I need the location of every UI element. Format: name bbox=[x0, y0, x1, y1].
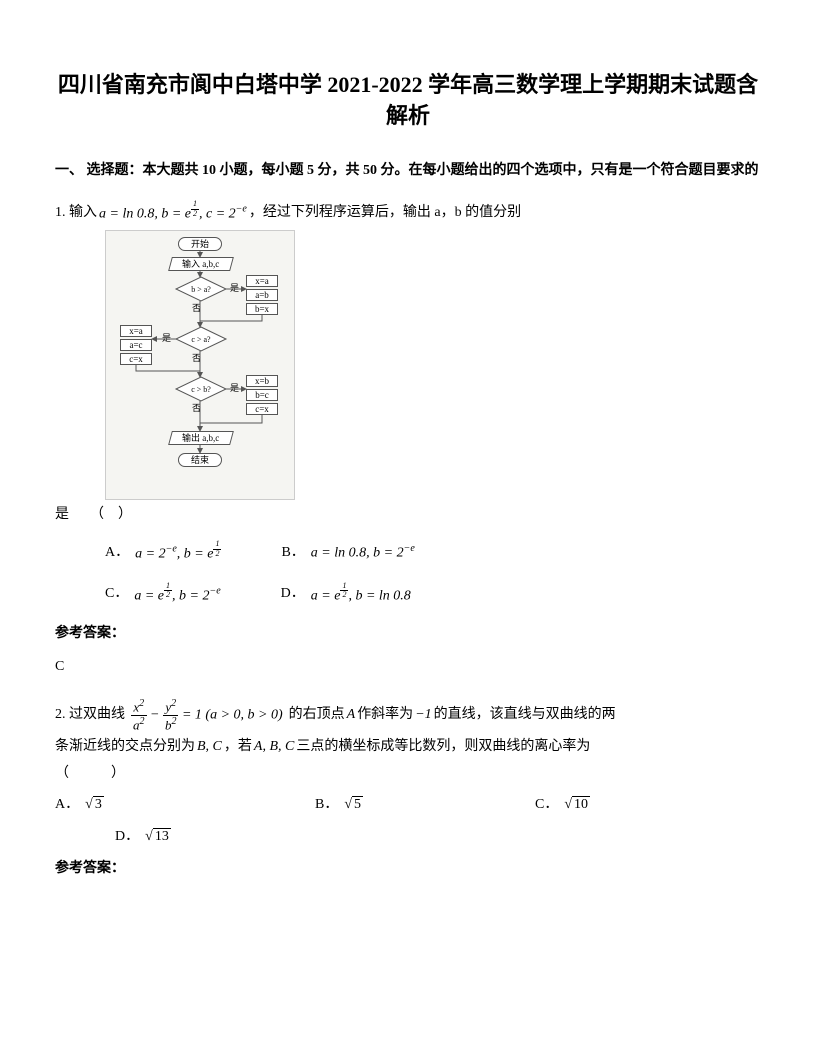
q1-opt-c-formula: a = e12, b = 2−e bbox=[134, 582, 220, 608]
q1-opt-d-formula: a = e12, b = ln 0.8 bbox=[311, 582, 411, 608]
fc-cond1: b > a? bbox=[176, 277, 226, 301]
q2-line2: 条渐近线的交点分别为 B, C ，若 A, B, C 三点的横坐标成等比数列，则… bbox=[55, 732, 761, 763]
q1-opt-a-formula: a = 2−e, b = e12 bbox=[135, 540, 221, 566]
fc-s1a: x=a bbox=[246, 275, 278, 287]
fc-yes1: 是 bbox=[230, 281, 239, 295]
q2-mid1: 的右顶点 bbox=[289, 700, 345, 731]
fc-input: 输入 a,b,c bbox=[168, 257, 234, 271]
q2-slope: −1 bbox=[415, 700, 431, 731]
q2-options: A． 3 B． 5 C． 10 D． 13 bbox=[55, 794, 761, 849]
fc-cond2: c > a? bbox=[176, 327, 226, 351]
fc-s2a: x=a bbox=[120, 325, 152, 337]
q2-opt-a-val: 3 bbox=[85, 794, 104, 816]
label-b: B． bbox=[281, 542, 304, 564]
q2-mid3: 的直线，该直线与双曲线的两 bbox=[434, 700, 616, 731]
fc-s3a: x=b bbox=[246, 375, 278, 387]
fc-yes2: 是 bbox=[162, 331, 171, 345]
q1-stem-line1: 1. 输入 a = ln 0.8, b = e12, c = 2−e ，经过下列… bbox=[55, 200, 761, 226]
q2-prefix: 2. 过双曲线 bbox=[55, 700, 125, 731]
page-title: 四川省南充市阆中白塔中学 2021-2022 学年高三数学理上学期期末试题含解析 bbox=[55, 70, 761, 132]
q2-line1: 2. 过双曲线 x2a2 − y2b2 = 1 (a > 0, b > 0) 的… bbox=[55, 698, 761, 732]
fc-yes3: 是 bbox=[230, 381, 239, 395]
q2-option-d: D． 13 bbox=[115, 826, 761, 848]
q2-BC: B, C bbox=[197, 732, 222, 763]
label-d: D． bbox=[281, 583, 305, 605]
q2-ABC: A, B, C bbox=[254, 732, 294, 763]
q2-paren: （ ） bbox=[55, 763, 761, 785]
svg-text:b > a?: b > a? bbox=[191, 285, 211, 294]
fc-no1: 否 bbox=[192, 301, 201, 315]
q1-option-c: C． a = e12, b = 2−e bbox=[105, 582, 221, 608]
label-a: A． bbox=[105, 542, 129, 564]
q2-option-a: A． 3 bbox=[55, 794, 315, 816]
q1-answer-label: 参考答案： bbox=[55, 623, 761, 645]
label-b2: B． bbox=[315, 794, 338, 816]
fc-cond3: c > b? bbox=[176, 377, 226, 401]
q2-opt-b-val: 5 bbox=[344, 794, 363, 816]
q1-mid: ，经过下列程序运算后，输出 a，b 的值分别 bbox=[249, 202, 521, 224]
q2-l2a: 条渐近线的交点分别为 bbox=[55, 732, 195, 763]
q1-option-a: A． a = 2−e, b = e12 bbox=[105, 540, 221, 566]
q2-equation: x2a2 − y2b2 = 1 (a > 0, b > 0) bbox=[131, 698, 283, 732]
fc-output: 输出 a,b,c bbox=[168, 431, 234, 445]
fc-s1c: b=x bbox=[246, 303, 278, 315]
q2-opt-c-val: 10 bbox=[564, 794, 590, 816]
label-d2: D． bbox=[115, 826, 139, 848]
q1-given-formula: a = ln 0.8, b = e12, c = 2−e bbox=[99, 200, 247, 226]
section-header: 一、 选择题：本大题共 10 小题，每小题 5 分，共 50 分。在每小题给出的… bbox=[55, 160, 761, 182]
fc-s2c: c=x bbox=[120, 353, 152, 365]
fc-s1b: a=b bbox=[246, 289, 278, 301]
question-2: 2. 过双曲线 x2a2 − y2b2 = 1 (a > 0, b > 0) 的… bbox=[55, 698, 761, 881]
q2-l2b: ，若 bbox=[224, 732, 252, 763]
fc-s2b: a=c bbox=[120, 339, 152, 351]
fc-s3c: c=x bbox=[246, 403, 278, 415]
fc-start: 开始 bbox=[178, 237, 222, 251]
q2-l2c: 三点的横坐标成等比数列，则双曲线的离心率为 bbox=[296, 732, 590, 763]
fc-end: 结束 bbox=[178, 453, 222, 467]
label-c: C． bbox=[105, 583, 128, 605]
q2-answer-label: 参考答案： bbox=[55, 858, 761, 880]
fc-s3b: b=c bbox=[246, 389, 278, 401]
label-c2: C． bbox=[535, 794, 558, 816]
q2-A: A bbox=[347, 700, 356, 731]
q1-options: A． a = 2−e, b = e12 B． a = ln 0.8, b = 2… bbox=[105, 540, 761, 607]
svg-text:c > a?: c > a? bbox=[191, 335, 211, 344]
fc-no3: 否 bbox=[192, 401, 201, 415]
fc-no2: 否 bbox=[192, 351, 201, 365]
q1-prefix: 1. 输入 bbox=[55, 202, 97, 224]
q2-option-b: B． 5 bbox=[315, 794, 535, 816]
svg-text:c > b?: c > b? bbox=[191, 385, 211, 394]
flowchart-diagram: 开始 输入 a,b,c b > a? 是 否 x=a a=b b=x c > a… bbox=[105, 230, 295, 500]
label-a2: A． bbox=[55, 794, 79, 816]
question-1: 1. 输入 a = ln 0.8, b = e12, c = 2−e ，经过下列… bbox=[55, 200, 761, 678]
q2-mid2: 作斜率为 bbox=[357, 700, 413, 731]
q1-opt-b-formula: a = ln 0.8, b = 2−e bbox=[311, 541, 415, 565]
q1-suffix: 是 （ ） bbox=[55, 504, 761, 526]
q1-answer: C bbox=[55, 656, 761, 678]
q2-opt-d-val: 13 bbox=[145, 826, 171, 848]
q2-option-c: C． 10 bbox=[535, 794, 715, 816]
q1-option-b: B． a = ln 0.8, b = 2−e bbox=[281, 541, 414, 565]
q1-option-d: D． a = e12, b = ln 0.8 bbox=[281, 582, 411, 608]
